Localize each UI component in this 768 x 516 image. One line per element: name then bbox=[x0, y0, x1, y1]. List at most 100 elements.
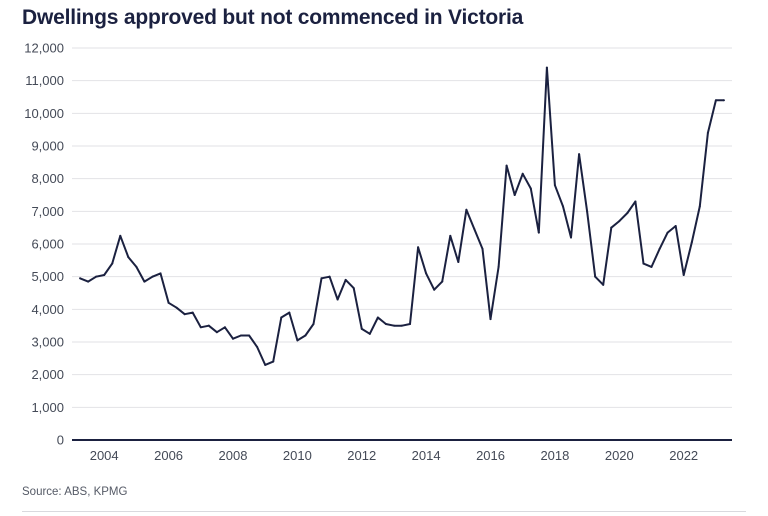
data-point bbox=[231, 337, 234, 340]
x-tick-label: 2022 bbox=[669, 448, 698, 463]
data-point bbox=[529, 187, 532, 190]
y-tick-label: 3,000 bbox=[31, 335, 64, 350]
data-point bbox=[642, 262, 645, 265]
data-point bbox=[626, 211, 629, 214]
y-tick-label: 12,000 bbox=[24, 41, 64, 56]
x-tick-label: 2010 bbox=[283, 448, 312, 463]
data-point bbox=[473, 228, 476, 231]
data-point bbox=[143, 280, 146, 283]
data-point bbox=[570, 236, 573, 239]
data-point bbox=[328, 275, 331, 278]
data-point bbox=[682, 274, 685, 277]
data-point bbox=[95, 275, 98, 278]
y-tick-label: 0 bbox=[57, 433, 64, 448]
y-tick-label: 2,000 bbox=[31, 367, 64, 382]
data-point bbox=[690, 241, 693, 244]
data-point bbox=[433, 288, 436, 291]
x-tick-label: 2018 bbox=[540, 448, 569, 463]
data-point bbox=[401, 324, 403, 327]
data-point bbox=[650, 265, 653, 268]
data-point bbox=[658, 247, 661, 250]
data-point bbox=[674, 225, 677, 228]
data-point bbox=[618, 220, 621, 223]
data-point bbox=[256, 345, 259, 348]
chart-title: Dwellings approved but not commenced in … bbox=[22, 6, 524, 29]
source-note: Source: ABS, KPMG bbox=[22, 486, 128, 498]
series-line bbox=[79, 66, 724, 366]
x-tick-label: 2016 bbox=[476, 448, 505, 463]
data-point bbox=[223, 326, 226, 329]
data-point bbox=[497, 265, 500, 268]
data-point bbox=[392, 324, 395, 327]
data-point bbox=[360, 327, 363, 330]
data-point bbox=[183, 313, 186, 316]
data-point bbox=[505, 164, 508, 167]
data-point bbox=[87, 280, 90, 283]
y-tick-label: 4,000 bbox=[31, 302, 64, 317]
data-point bbox=[288, 311, 291, 314]
data-point bbox=[320, 277, 323, 280]
data-point bbox=[296, 339, 299, 342]
x-tick-label: 2004 bbox=[90, 448, 119, 463]
y-tick-label: 11,000 bbox=[25, 73, 64, 88]
x-tick-label: 2012 bbox=[347, 448, 376, 463]
series-group bbox=[79, 66, 725, 366]
data-point bbox=[127, 256, 130, 259]
data-point bbox=[545, 66, 548, 69]
data-point bbox=[409, 323, 412, 326]
data-point bbox=[175, 306, 178, 309]
data-point bbox=[425, 272, 428, 275]
data-point bbox=[384, 323, 387, 326]
x-tick-label: 2020 bbox=[605, 448, 634, 463]
data-point bbox=[272, 360, 275, 363]
data-point bbox=[312, 323, 315, 326]
data-point bbox=[553, 184, 556, 187]
data-point bbox=[513, 194, 516, 196]
data-point bbox=[264, 363, 267, 366]
data-point bbox=[336, 298, 339, 301]
x-tick-label: 2006 bbox=[154, 448, 183, 463]
gridlines bbox=[72, 47, 732, 408]
data-point bbox=[714, 99, 717, 102]
data-point bbox=[191, 311, 194, 314]
data-point bbox=[722, 99, 725, 102]
data-point bbox=[706, 131, 709, 134]
data-point bbox=[151, 275, 154, 278]
data-point bbox=[465, 208, 468, 211]
data-point bbox=[610, 226, 613, 229]
data-point bbox=[634, 200, 637, 203]
data-point bbox=[537, 231, 540, 234]
data-point bbox=[352, 287, 355, 290]
data-point bbox=[698, 205, 701, 208]
y-axis-ticks: 0 1,000 2,000 3,000 4,000 5,000 6,000 7,000 8,00… bbox=[24, 41, 64, 448]
data-point bbox=[215, 331, 218, 334]
data-point bbox=[441, 280, 444, 283]
data-point bbox=[119, 234, 122, 237]
y-tick-label: 8,000 bbox=[31, 171, 64, 186]
data-point bbox=[376, 316, 379, 319]
data-point bbox=[417, 246, 420, 249]
bottom-divider bbox=[22, 511, 746, 512]
data-point bbox=[481, 247, 484, 250]
data-point bbox=[449, 234, 452, 237]
data-point bbox=[79, 277, 82, 280]
x-tick-label: 2014 bbox=[412, 448, 441, 463]
data-point bbox=[457, 260, 460, 263]
data-point bbox=[586, 210, 589, 213]
x-tick-label: 2008 bbox=[219, 448, 248, 463]
data-point bbox=[594, 275, 597, 278]
data-point bbox=[240, 334, 243, 337]
data-point bbox=[578, 153, 581, 156]
y-tick-label: 9,000 bbox=[31, 139, 64, 154]
data-point bbox=[167, 301, 170, 304]
data-point bbox=[159, 272, 162, 275]
data-point bbox=[207, 324, 210, 327]
data-point bbox=[304, 334, 307, 337]
data-point bbox=[666, 231, 669, 234]
data-point bbox=[602, 283, 605, 286]
data-point bbox=[135, 265, 138, 268]
data-point bbox=[103, 274, 106, 277]
y-tick-label: 6,000 bbox=[31, 237, 64, 252]
y-tick-label: 5,000 bbox=[31, 269, 64, 284]
